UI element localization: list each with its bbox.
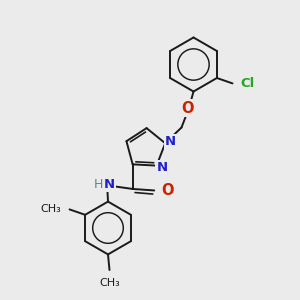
Text: N: N bbox=[165, 135, 176, 148]
Text: H: H bbox=[94, 178, 104, 191]
Text: CH₃: CH₃ bbox=[40, 204, 61, 214]
Text: O: O bbox=[161, 183, 173, 198]
Text: Cl: Cl bbox=[241, 77, 255, 90]
Text: O: O bbox=[181, 100, 194, 116]
Text: N: N bbox=[104, 178, 115, 191]
Text: CH₃: CH₃ bbox=[99, 278, 120, 288]
Text: N: N bbox=[156, 160, 168, 174]
